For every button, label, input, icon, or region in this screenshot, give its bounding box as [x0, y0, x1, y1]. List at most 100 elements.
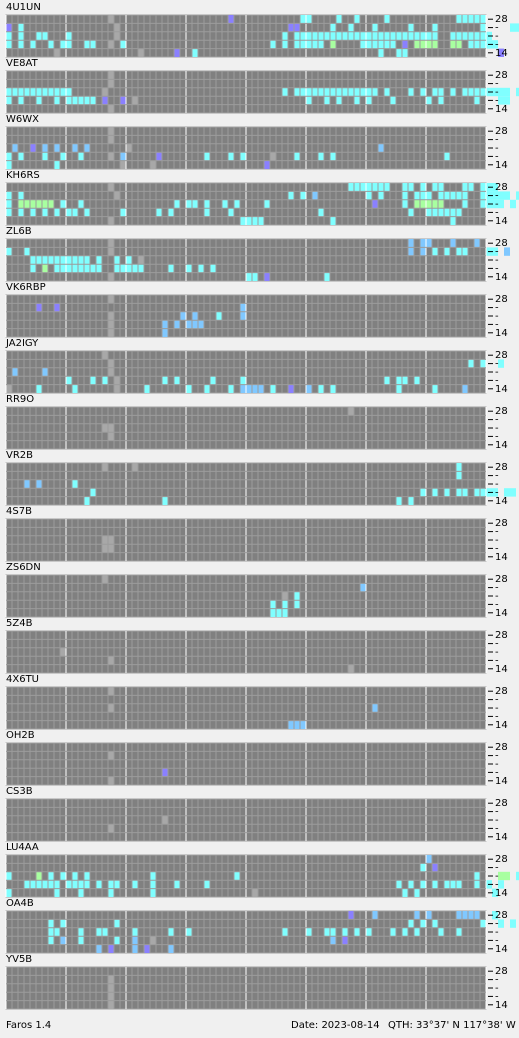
cell: [426, 96, 432, 105]
cell: [162, 815, 168, 825]
row-label: 14: [495, 384, 508, 395]
cell: [366, 191, 372, 200]
cell: [72, 880, 78, 889]
cell: [498, 871, 504, 881]
cell: [366, 183, 372, 192]
cell: [204, 880, 210, 889]
cell: [390, 31, 396, 41]
cell: [126, 264, 132, 273]
cell: [450, 87, 456, 97]
station-name: KH6RS: [6, 170, 40, 181]
row-label: 14: [495, 776, 508, 787]
cell: [372, 703, 378, 713]
row-label: -: [495, 759, 499, 770]
cell: [456, 247, 462, 256]
cell: [498, 199, 504, 209]
row-label: 28: [495, 350, 508, 361]
cell: [306, 31, 312, 41]
cell: [504, 191, 510, 200]
row-label: -: [495, 919, 499, 930]
cell: [516, 871, 519, 881]
cell: [480, 199, 486, 209]
cell: [72, 96, 78, 105]
cell: [456, 927, 462, 937]
cell: [270, 384, 276, 393]
cell: [366, 927, 372, 937]
cell: [42, 880, 48, 889]
row-label: -: [495, 823, 499, 834]
cell: [402, 191, 408, 200]
cell: [246, 216, 252, 225]
cell: [114, 376, 120, 385]
cell: [426, 911, 432, 920]
row-label: 14: [495, 328, 508, 339]
cell: [168, 208, 174, 217]
qth: QTH: 33°37' N 117°38' W: [388, 1020, 516, 1031]
cell: [108, 880, 114, 889]
row-label: 28: [495, 126, 508, 137]
cell: [456, 911, 462, 920]
cell: [426, 199, 432, 209]
cell: [408, 496, 414, 505]
row-label: -: [495, 983, 499, 994]
cell: [228, 384, 234, 393]
cell: [78, 96, 84, 105]
cell: [18, 96, 24, 105]
cell: [276, 608, 282, 617]
cell: [192, 48, 198, 57]
cell: [162, 320, 168, 329]
cell: [240, 376, 246, 385]
row-label: 28: [495, 462, 508, 473]
cell: [384, 376, 390, 385]
cell: [336, 31, 342, 41]
cell: [54, 888, 60, 897]
cell: [432, 880, 438, 889]
cell: [282, 591, 288, 601]
cell: [420, 31, 426, 41]
cell: [450, 239, 456, 248]
cell: [54, 143, 60, 153]
cell: [312, 87, 318, 97]
row-label: -: [495, 655, 499, 666]
cell: [84, 255, 90, 265]
cell: [198, 264, 204, 273]
cell: [474, 239, 480, 248]
row-label: -: [495, 695, 499, 706]
cell: [36, 255, 42, 265]
cell: [162, 768, 168, 777]
cell: [66, 31, 72, 41]
cell: [60, 199, 66, 209]
cell: [288, 384, 294, 393]
cell: [264, 160, 270, 169]
cell: [102, 463, 108, 472]
cell: [318, 152, 324, 161]
cell: [360, 40, 366, 49]
row-label: -: [495, 303, 499, 314]
row-label: -: [495, 711, 499, 722]
cell: [492, 40, 498, 49]
station-name: VK6RBP: [6, 282, 46, 293]
row-label: -: [495, 39, 499, 50]
cell: [174, 376, 180, 385]
cell: [114, 936, 120, 945]
cell: [354, 96, 360, 105]
cell: [372, 911, 378, 920]
row-label: -: [495, 207, 499, 218]
cell: [258, 216, 264, 225]
cell: [204, 384, 210, 393]
cell: [462, 15, 468, 24]
cell: [264, 199, 270, 209]
cell: [54, 96, 60, 105]
cell: [108, 751, 114, 760]
cell: [78, 880, 84, 889]
cell: [432, 87, 438, 97]
row-label: -: [495, 31, 499, 42]
row-label: -: [495, 751, 499, 762]
cell: [504, 96, 510, 105]
cell: [330, 936, 336, 945]
cell: [282, 40, 288, 49]
cell: [78, 255, 84, 265]
cell: [6, 23, 12, 32]
row-label: -: [495, 871, 499, 882]
cell: [108, 544, 114, 553]
